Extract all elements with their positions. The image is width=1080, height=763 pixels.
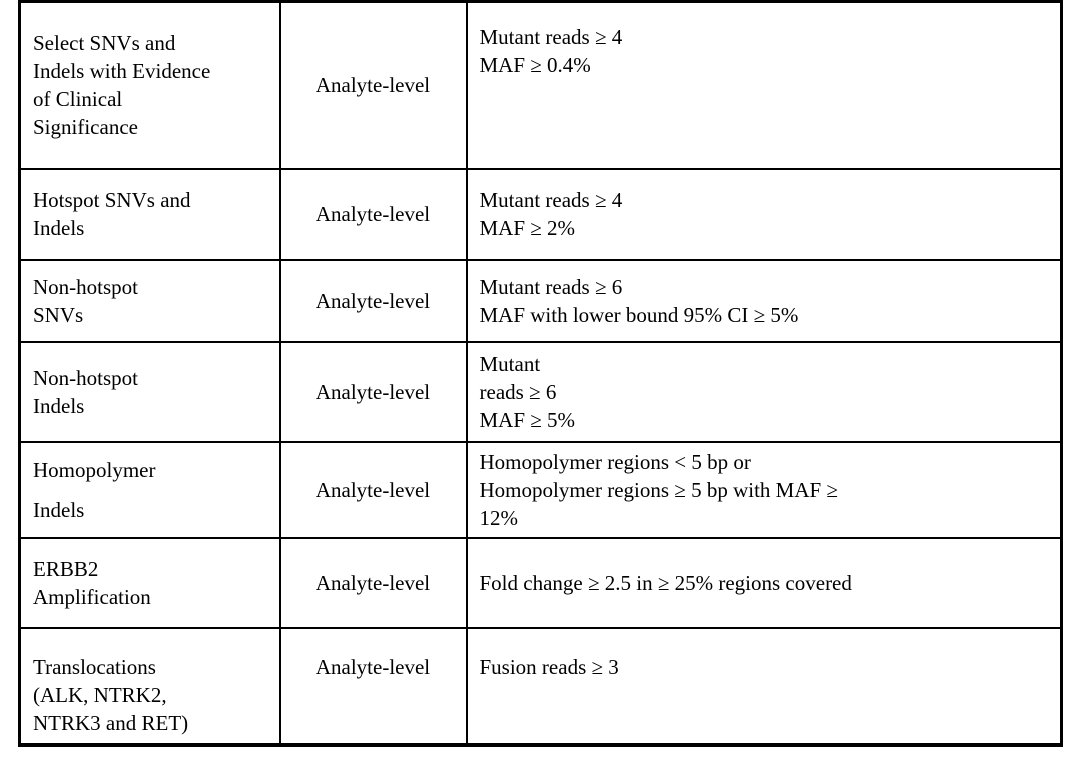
analyte-level-cell: Analyte-level (278, 167, 468, 261)
table-row: Select SNVs and Indels with Evidence of … (18, 0, 1063, 170)
analyte-level-cell: Analyte-level (278, 340, 468, 443)
criteria-cell: Mutant reads ≥ 6 MAF ≥ 5% (465, 340, 1063, 443)
table-row: Hotspot SNVs and Indels Analyte-level Mu… (18, 167, 1063, 261)
variant-thresholds-table: Select SNVs and Indels with Evidence of … (18, 0, 1063, 747)
criteria-cell: Mutant reads ≥ 4 MAF ≥ 0.4% (465, 0, 1063, 170)
variant-type-cell: Non-hotspot Indels (18, 340, 281, 443)
criteria-cell: Homopolymer regions < 5 bp or Homopolyme… (465, 440, 1063, 539)
table-row: ERBB2 Amplification Analyte-level Fold c… (18, 536, 1063, 629)
variant-type-cell: ERBB2 Amplification (18, 536, 281, 629)
criteria-cell: Fold change ≥ 2.5 in ≥ 25% regions cover… (465, 536, 1063, 629)
table-row: Homopolymer Indels Analyte-level Homopol… (18, 440, 1063, 539)
criteria-cell: Mutant reads ≥ 4 MAF ≥ 2% (465, 167, 1063, 261)
table-row: Translocations (ALK, NTRK2, NTRK3 and RE… (18, 626, 1063, 746)
criteria-cell: Mutant reads ≥ 6 MAF with lower bound 95… (465, 258, 1063, 343)
analyte-level-cell: Analyte-level (278, 258, 468, 343)
variant-type-cell: Hotspot SNVs and Indels (18, 167, 281, 261)
table-row: Non-hotspot Indels Analyte-level Mutant … (18, 340, 1063, 443)
analyte-level-cell: Analyte-level (278, 440, 468, 539)
criteria-cell: Fusion reads ≥ 3 (465, 626, 1063, 746)
analyte-level-cell: Analyte-level (278, 0, 468, 170)
variant-type-cell: Translocations (ALK, NTRK2, NTRK3 and RE… (18, 626, 281, 746)
analyte-level-cell: Analyte-level (278, 626, 468, 746)
variant-type-cell: Homopolymer Indels (18, 440, 281, 539)
variant-type-cell: Non-hotspot SNVs (18, 258, 281, 343)
analyte-level-cell: Analyte-level (278, 536, 468, 629)
variant-type-cell: Select SNVs and Indels with Evidence of … (18, 0, 281, 170)
table-row: Non-hotspot SNVs Analyte-level Mutant re… (18, 258, 1063, 343)
